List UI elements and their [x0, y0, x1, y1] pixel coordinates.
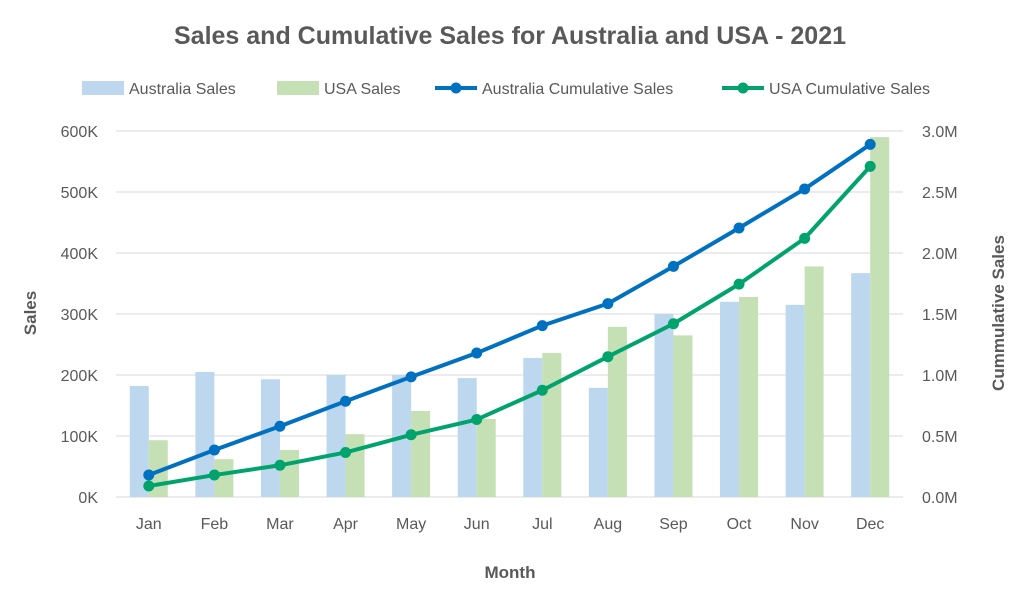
bar: [607, 326, 627, 497]
bars: [129, 137, 890, 497]
y2-tick-label: 0.0M: [922, 490, 958, 507]
bar: [476, 418, 496, 497]
data-point: [602, 351, 614, 363]
y2-tick-label: 0.5M: [922, 429, 958, 446]
x-tick-label: Jun: [464, 516, 490, 533]
bar: [542, 353, 562, 497]
bar: [785, 304, 805, 497]
y-tick-label: 600K: [61, 124, 99, 141]
data-point: [536, 384, 548, 396]
data-point: [143, 480, 155, 492]
data-point: [667, 260, 679, 272]
series-line: [146, 164, 873, 489]
data-point: [799, 183, 811, 195]
x-tick-label: Jul: [532, 516, 552, 533]
bar: [523, 357, 543, 497]
legend-marker: [450, 82, 462, 94]
bar: [129, 385, 149, 497]
legend: Australia Sales USA Sales Australia Cumula…: [82, 81, 930, 98]
data-point: [536, 320, 548, 332]
data-point: [274, 420, 286, 432]
x-tick-label: May: [396, 516, 426, 533]
bar: [870, 137, 890, 497]
data-point: [471, 347, 483, 359]
x-axis: Jan Feb Mar Apr May Jun Jul Aug Sep Oct Nov Dec: [136, 516, 885, 533]
bar: [214, 459, 234, 497]
y2-tick-label: 2.0M: [922, 246, 958, 263]
legend-label: USA Cumulative Sales: [769, 81, 930, 98]
data-point: [864, 138, 876, 150]
series-line: [146, 142, 873, 478]
data-point: [208, 444, 220, 456]
data-point: [208, 469, 220, 481]
data-point: [274, 459, 286, 471]
x-tick-label: Jan: [136, 516, 162, 533]
bar: [279, 450, 299, 497]
y2-axis-title: Cummulative Sales: [989, 235, 1008, 391]
legend-marker: [737, 82, 749, 94]
x-tick-label: Aug: [594, 516, 622, 533]
bar: [326, 375, 346, 497]
y2-tick-label: 1.0M: [922, 368, 958, 385]
bar: [739, 296, 759, 497]
data-point: [733, 222, 745, 234]
data-point: [340, 446, 352, 458]
y-axis-left: 0K 100K 200K 300K 400K 500K 600K: [61, 124, 99, 507]
bar: [588, 387, 608, 497]
chart-title: Sales and Cumulative Sales for Australia…: [174, 22, 846, 50]
legend-swatch: [82, 81, 124, 95]
y-tick-label: 400K: [61, 246, 99, 263]
y2-tick-label: 2.5M: [922, 185, 958, 202]
bar: [260, 379, 280, 497]
y-axis-title: Sales: [21, 291, 40, 335]
y2-tick-label: 3.0M: [922, 124, 958, 141]
y-tick-label: 500K: [61, 185, 99, 202]
bar: [411, 410, 431, 497]
legend-swatch: [277, 81, 319, 95]
y-tick-label: 100K: [61, 429, 99, 446]
y-tick-label: 200K: [61, 368, 99, 385]
data-point: [471, 414, 483, 426]
data-point: [799, 232, 811, 244]
x-tick-label: Dec: [856, 516, 884, 533]
bar: [673, 335, 693, 497]
legend-label: Australia Cumulative Sales: [482, 81, 673, 98]
data-point: [733, 278, 745, 290]
data-point: [405, 429, 417, 441]
y2-tick-label: 1.5M: [922, 307, 958, 324]
gridlines: [116, 130, 903, 498]
y-tick-label: 300K: [61, 307, 99, 324]
bar: [804, 266, 824, 497]
data-point: [667, 318, 679, 330]
data-point: [143, 469, 155, 481]
x-tick-label: Mar: [266, 516, 294, 533]
bar: [457, 378, 477, 497]
bar: [195, 371, 215, 497]
legend-label: Australia Sales: [129, 81, 236, 98]
y-tick-label: 0K: [78, 490, 98, 507]
bar: [345, 434, 365, 497]
data-point: [602, 298, 614, 310]
lines: [143, 138, 876, 492]
y-axis-right: 0.0M 0.5M 1.0M 1.5M 2.0M 2.5M 3.0M: [922, 124, 958, 507]
legend-label: USA Sales: [324, 81, 400, 98]
x-tick-label: Apr: [333, 516, 359, 533]
data-point: [405, 371, 417, 383]
x-axis-title: Month: [485, 563, 536, 582]
bar: [851, 273, 871, 497]
data-point: [340, 395, 352, 407]
x-tick-label: Oct: [727, 516, 752, 533]
bar: [720, 301, 740, 497]
x-tick-label: Sep: [659, 516, 688, 533]
x-tick-label: Feb: [201, 516, 229, 533]
data-point: [864, 160, 876, 172]
x-tick-label: Nov: [790, 516, 818, 533]
bar: [654, 314, 674, 497]
